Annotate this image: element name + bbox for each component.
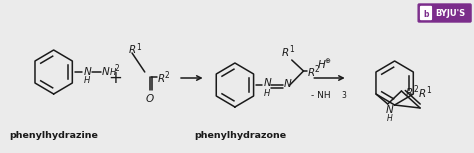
Text: H: H	[317, 60, 325, 70]
Text: N: N	[264, 78, 271, 88]
Text: phenylhydrazone: phenylhydrazone	[194, 131, 286, 140]
Text: 1: 1	[427, 86, 431, 95]
Text: R: R	[157, 74, 165, 84]
FancyBboxPatch shape	[418, 4, 471, 22]
Text: - NH: - NH	[311, 91, 331, 99]
Text: N: N	[84, 67, 92, 77]
FancyBboxPatch shape	[420, 6, 431, 19]
Text: H: H	[264, 88, 270, 97]
Text: phenylhydrazine: phenylhydrazine	[9, 131, 98, 140]
Text: 2: 2	[114, 63, 119, 73]
Text: R: R	[129, 45, 137, 55]
Text: H: H	[84, 75, 90, 84]
Text: H: H	[387, 114, 392, 123]
Text: 1: 1	[289, 45, 293, 54]
Text: R: R	[419, 89, 426, 99]
Text: R: R	[282, 48, 289, 58]
Text: R: R	[308, 68, 315, 78]
Text: 2: 2	[414, 84, 419, 93]
Text: N: N	[101, 67, 109, 77]
Text: N: N	[284, 79, 292, 89]
Text: b: b	[423, 9, 429, 19]
Text: 1: 1	[136, 43, 141, 52]
Text: 2: 2	[164, 71, 169, 80]
Text: O: O	[146, 94, 154, 104]
Text: BYJU'S: BYJU'S	[436, 9, 465, 17]
Text: N: N	[386, 105, 393, 115]
Text: R: R	[406, 88, 413, 98]
Text: 3: 3	[341, 91, 346, 99]
Text: 2: 2	[314, 65, 319, 73]
Text: H: H	[109, 67, 116, 76]
Text: +: +	[109, 69, 122, 87]
Text: ⊕: ⊕	[324, 58, 330, 64]
